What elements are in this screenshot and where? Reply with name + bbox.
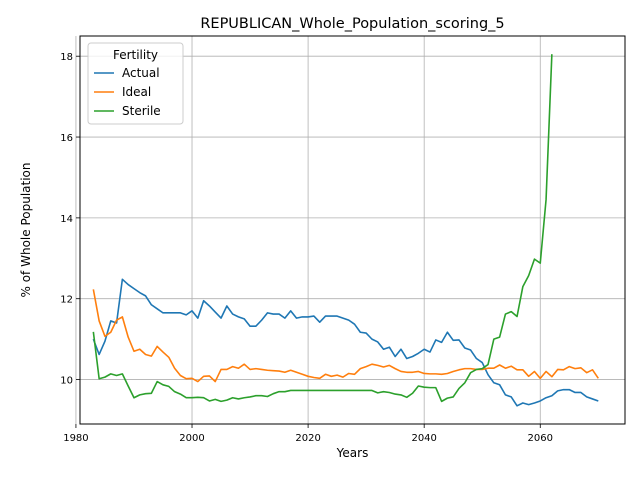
axis-ticks: 1980 2000 2020 2040 2060 10 12 14 16 18 [60, 52, 553, 444]
x-tick-label: 2040 [411, 433, 436, 444]
x-tick-label: 1980 [63, 433, 88, 444]
legend-label-actual: Actual [122, 66, 160, 80]
x-axis-label: Years [336, 446, 369, 460]
x-tick-label: 2020 [295, 433, 320, 444]
y-tick-label: 12 [60, 295, 73, 306]
series-lines [92, 54, 599, 407]
series-line-sterile [92, 54, 553, 403]
x-tick-label: 2000 [179, 433, 204, 444]
series-line-ideal [92, 289, 599, 383]
plot-frame [79, 35, 626, 425]
legend: Fertility Actual Ideal Sterile [87, 42, 184, 125]
chart-title: REPUBLICAN_Whole_Population_scoring_5 [200, 16, 504, 32]
y-axis-label: % of Whole Population [19, 163, 33, 298]
grid [75, 36, 625, 424]
legend-title: Fertility [113, 48, 158, 62]
series-line-actual [92, 278, 599, 407]
y-tick-label: 14 [60, 214, 73, 225]
legend-label-sterile: Sterile [122, 104, 161, 118]
legend-label-ideal: Ideal [122, 85, 151, 99]
y-tick-label: 16 [60, 133, 73, 144]
x-tick-label: 2060 [528, 433, 553, 444]
legend-box [87, 42, 184, 125]
y-tick-label: 10 [60, 376, 73, 387]
y-tick-label: 18 [60, 52, 73, 63]
